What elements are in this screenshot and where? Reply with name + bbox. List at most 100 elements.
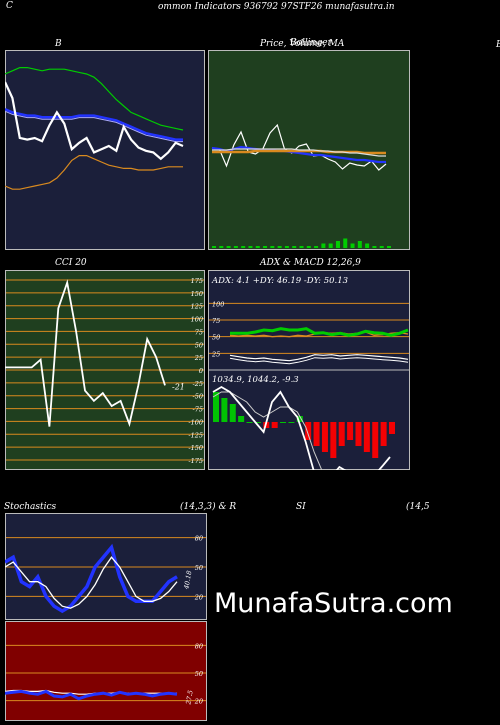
cci-tick-label: -100 (188, 418, 203, 426)
cci-tick-label: 125 (191, 303, 203, 311)
cci-line (5, 279, 166, 428)
volume-bar (343, 238, 348, 248)
adx-plus-di-line (230, 327, 409, 337)
price-series-0 (211, 123, 387, 171)
rsi-panel: 80 50 20 27.5 (5, 621, 207, 721)
volume-bar (372, 246, 377, 248)
adx-macd-chart: ADX: 4.1 +DY: 46.19 -DY: 50.13 100 75 50 25 1… (208, 270, 410, 470)
volume-bar (350, 243, 355, 248)
rsi-tick-label: 20 (194, 698, 203, 706)
cci-tick-label: 25 (194, 354, 203, 362)
price-ma-panel (208, 50, 410, 250)
macd-signal-line (212, 391, 323, 470)
price-series-1 (211, 145, 386, 164)
macd-hist-bar (229, 404, 236, 422)
cci-tick-label: 50 (195, 341, 203, 349)
macd-hist-bar (288, 422, 295, 423)
cci-tick-label: -125 (188, 431, 203, 439)
rsi-tick-label: 80 (195, 642, 203, 650)
macd-hist-bar (238, 416, 245, 422)
rsi-params: (14,5 (406, 502, 430, 512)
cci-title: CCI 20 (55, 258, 87, 268)
volume-bar (306, 246, 311, 248)
volume-bar (241, 246, 246, 248)
volume-bar (357, 241, 362, 248)
panel-background (5, 50, 205, 250)
bollinger-panel (5, 50, 205, 250)
boll-series-1 (5, 108, 183, 141)
macd-hist-bar (305, 422, 312, 440)
cci-chart: 175 150 125 100 75 50 25 0 -25 -50 -75 -100 -125 -150… (5, 270, 205, 470)
volume-bar (379, 246, 384, 248)
adx-macd-title: ADX & MACD 12,26,9 (260, 258, 361, 268)
cci-tick-label: 100 (191, 316, 203, 324)
adx-label: ADX: 4.1 +DY: 46.19 -DY: 50.13 (211, 276, 348, 286)
macd-hist-bar (355, 422, 362, 446)
volume-bar (219, 246, 224, 248)
bollinger-chart (5, 50, 205, 250)
stoch-panel: 80 50 20 40.18 (5, 513, 207, 620)
boll-series-2 (5, 81, 184, 161)
cci-tick-label: -150 (188, 444, 203, 452)
price-series-2 (212, 149, 386, 155)
boll-series-shadow-1 (5, 110, 183, 143)
price-ma-chart (208, 50, 410, 250)
adx-tick-label: 75 (212, 317, 220, 325)
macd-hist-bar (313, 422, 320, 446)
stoch-current-label: 40.18 (182, 570, 193, 591)
macd-hist-bar (221, 398, 228, 422)
adx-tick-label: 50 (212, 334, 220, 342)
stoch-tick-label: 80 (195, 535, 203, 543)
stoch-d-line (5, 556, 178, 609)
macd-label: 1034.9, 1044.2, -9.3 (212, 375, 299, 385)
volume-bar (212, 246, 216, 248)
macd-hist-bar (254, 422, 261, 423)
boll-series-3 (5, 154, 183, 190)
adx-line (229, 354, 409, 362)
watermark: MunafaSutra.com (214, 588, 453, 619)
macd-hist-bar (380, 422, 387, 446)
rsi-title: SI (296, 502, 306, 512)
header-right-letter: B (496, 40, 500, 50)
rsi-line (5, 689, 178, 701)
adx-tick-label: 100 (212, 300, 224, 308)
rsi-current-label: 27.5 (184, 689, 195, 706)
volume-bar (292, 246, 297, 248)
macd-hist-bar (280, 422, 287, 423)
rsi-tick-label: 50 (195, 670, 203, 678)
volume-bar (335, 241, 340, 248)
macd-line (212, 385, 391, 470)
volume-bar (248, 246, 253, 248)
cci-tick-label: 175 (191, 277, 203, 285)
volume-bar (226, 246, 231, 248)
adx-macd-panel: ADX: 4.1 +DY: 46.19 -DY: 50.13 100 75 50 25 1… (208, 270, 410, 470)
bollinger-title: B (55, 39, 62, 49)
volume-bar (270, 246, 275, 248)
stoch-tick-label: 20 (194, 593, 203, 601)
price-ma-title: Price, Volume, MA (260, 39, 345, 49)
header-title: ommon Indicators 936792 97STF26 munafasu… (158, 2, 395, 12)
panel-background (5, 621, 207, 721)
price-ma-title-overprint: Bollinger (290, 38, 332, 48)
cci-panel: 175 150 125 100 75 50 25 0 -25 -50 -75 -100 -125 -150… (5, 270, 205, 470)
cci-tick-label: -25 (193, 380, 203, 388)
adx-line-2 (229, 357, 409, 365)
volume-bar (314, 246, 319, 248)
cci-tick-label: -75 (193, 406, 203, 414)
macd-hist-bar (330, 422, 337, 458)
volume-bar (328, 243, 333, 248)
cci-current-label: -21 (172, 382, 185, 391)
macd-hist-bar (338, 422, 345, 446)
cci-tick-label: -175 (188, 457, 203, 465)
stoch-title: Stochastics (4, 502, 57, 512)
volume-bar (233, 246, 238, 248)
macd-hist-bar (321, 422, 328, 452)
stoch-params: (14,3,3) & R (180, 502, 237, 512)
volume-bar (284, 246, 289, 248)
cci-tick-label: -50 (193, 393, 203, 401)
volume-bar (387, 246, 391, 248)
volume-bar (277, 246, 282, 248)
macd-hist-bar (296, 416, 303, 422)
